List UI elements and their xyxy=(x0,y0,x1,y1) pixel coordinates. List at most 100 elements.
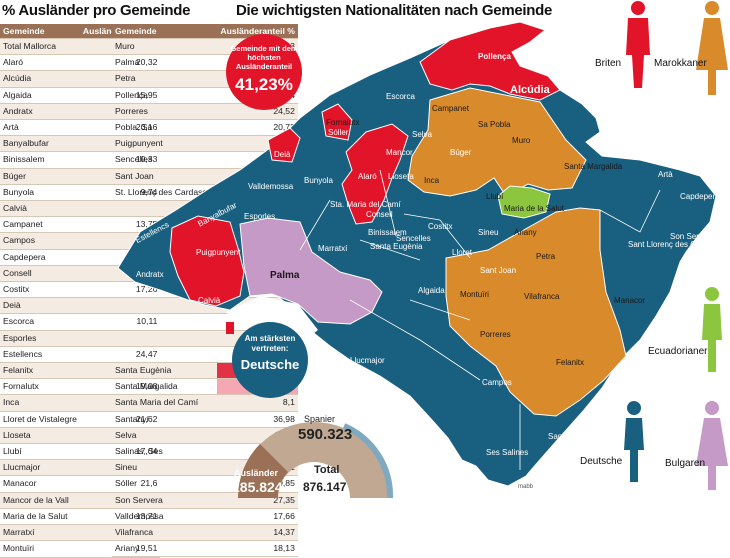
total-value: 876.147 xyxy=(303,480,347,494)
gemeinde-name: St. Llorenç des Cardassar xyxy=(112,184,218,202)
spanier-label: Spanier xyxy=(304,414,336,424)
region-maria-de-la-salut xyxy=(497,185,551,219)
auslaender-anteil: 18,13 xyxy=(217,540,298,558)
map-label-capdepera: Capdepera xyxy=(680,192,720,201)
gemeinde-name: Fornalutx xyxy=(0,378,80,396)
map-label-andratx: Andratx xyxy=(136,270,164,279)
header-gemeinde: Gemeinde xyxy=(0,24,80,39)
gemeinde-name: Sóller xyxy=(112,475,218,493)
map-label-bunyola: Bunyola xyxy=(304,176,333,185)
briten-figure-icon xyxy=(626,1,650,88)
gemeinde-name: Artà xyxy=(0,119,80,137)
map-label-lloseta: Lloseta xyxy=(388,172,414,181)
gemeinde-name: Selva xyxy=(112,427,218,444)
gemeinde-name: Marratxí xyxy=(0,524,80,542)
map-label-valldemossa: Valldemossa xyxy=(248,182,294,191)
gemeinde-name xyxy=(112,313,218,331)
map-title: Die wichtigsten Nationalitäten nach Geme… xyxy=(236,2,553,19)
map-label-sessalines: Ses Salines xyxy=(486,448,529,457)
map-label-marratxi: Marratxí xyxy=(318,244,348,253)
map-label-santamaria: Sta. Maria del Camí xyxy=(330,200,401,209)
gemeinde-name: Santa Margalida xyxy=(112,378,218,396)
gemeinde-name: Pobla, Sa xyxy=(112,119,218,137)
gemeinde-name: Llucmajor xyxy=(0,459,80,477)
gemeinde-name: Sineu xyxy=(112,459,218,477)
map-label-petra: Petra xyxy=(536,252,556,261)
map-label-algaida: Algaida xyxy=(418,286,445,295)
gemeinde-name xyxy=(112,346,218,363)
map-label-mancor: Mancor xyxy=(386,148,413,157)
region-deia xyxy=(267,127,301,163)
gemeinde-name: Esporles xyxy=(0,330,80,347)
map-label-alcudia: Alcúdia xyxy=(510,84,550,96)
map-label-mariasalut: Maria de la Salut xyxy=(504,204,565,213)
highest-share-value: 41,23% xyxy=(235,75,293,94)
map-label-palma: Palma xyxy=(270,270,300,281)
table-row: Ariany 18,13 xyxy=(112,540,298,558)
auslaender-anteil: 20,72 xyxy=(217,119,298,137)
gemeinde-name: Consell xyxy=(0,265,80,283)
map-label-buger: Búger xyxy=(450,148,472,157)
gemeinde-name: Porreres xyxy=(112,103,218,121)
gemeinde-name: Puigpunyent xyxy=(112,135,218,153)
gemeinde-name: Binissalem xyxy=(0,151,80,169)
gemeinde-name: Algaida xyxy=(0,87,80,104)
map-label-escorca: Escorca xyxy=(386,92,415,101)
spanier-value: 590.323 xyxy=(298,426,353,443)
map-label-montuiri: Montuïri xyxy=(460,290,489,299)
gemeinde-name: Valldemossa xyxy=(112,508,218,525)
gemeinde-name: Total Mallorca xyxy=(0,38,80,56)
legend-marokkaner: Marokkaner xyxy=(654,58,707,69)
map-label-deia: Deià xyxy=(274,150,291,159)
legend-bulgaren: Bulgaren xyxy=(665,458,706,469)
map-label-porreres: Porreres xyxy=(480,330,511,339)
map-label-manacor: Manacor xyxy=(614,296,646,305)
map-label-arta: Artà xyxy=(658,170,673,179)
gemeinde-name: Muro xyxy=(112,38,218,56)
map-label-llucmajor: Llucmajor xyxy=(350,356,385,365)
gemeinde-name: Salinas, Ses xyxy=(112,443,218,461)
gemeinde-name: Alcúdia xyxy=(0,70,80,88)
map-label-calvia: Calvià xyxy=(198,296,221,305)
gemeinde-name: Petra xyxy=(112,70,218,88)
strongest-text: Am stärksten vertreten: xyxy=(244,334,296,353)
map-label-santamargalida: Santa Margalida xyxy=(564,162,623,171)
legend-briten: Briten xyxy=(595,58,622,69)
auslaender-anteil: 36,98 xyxy=(217,411,298,428)
map-label-sineu: Sineu xyxy=(478,228,499,237)
gemeinde-name: Sant Joan xyxy=(112,168,218,185)
gemeinde-name: Sencelles xyxy=(112,151,218,169)
gemeinde-name: Alaró xyxy=(0,54,80,72)
map-label-sapobla: Sa Pobla xyxy=(478,120,511,129)
gemeinde-name: Calvià xyxy=(0,200,80,218)
gemeinde-name: Escorca xyxy=(0,313,80,331)
gemeinde-name: Llubí xyxy=(0,443,80,461)
map-label-puigpunyent: Puigpunyent xyxy=(196,248,241,257)
ecuadorianer-figure-icon xyxy=(702,287,722,372)
map-label-consell: Consell xyxy=(366,210,393,219)
mallorca-map xyxy=(117,21,717,487)
gemeinde-name xyxy=(112,330,218,347)
table-row: Santa Maria del Camí 8,1 xyxy=(112,394,298,412)
map-label-santanyi: Santanyí xyxy=(548,432,580,441)
gemeinde-name: Lloseta xyxy=(0,427,80,445)
header-gemeinde: Gemeinde xyxy=(112,24,218,39)
gemeinde-name: Santanyí xyxy=(112,411,218,428)
gemeinde-name: Estellencs xyxy=(0,346,80,364)
gemeinde-name: Manacor xyxy=(0,475,80,493)
gemeinde-name: Mancor de la Vall xyxy=(0,492,80,509)
auslaender-anteil: 14,37 xyxy=(217,524,298,542)
auslaender-value: 185.824 xyxy=(232,479,283,495)
region-calvia xyxy=(169,215,245,307)
gemeinde-name: Campos xyxy=(0,232,80,250)
highest-share-bubble: Gemeinde mit dem höchsten Ausländerantei… xyxy=(226,34,302,110)
legend-figures xyxy=(624,1,728,490)
map-label-muro: Muro xyxy=(512,136,531,145)
gemeinde-name: Campanet xyxy=(0,216,80,234)
map-label-costitx: Costitx xyxy=(428,222,453,231)
gemeinde-name: Maria de la Salut xyxy=(0,508,80,526)
gemeinde-name: Palma xyxy=(112,54,218,72)
table-row: Santanyí 36,98 xyxy=(112,411,298,428)
table-row: Vilafranca 14,37 xyxy=(112,524,298,542)
gemeinde-name: Deià xyxy=(0,297,80,315)
